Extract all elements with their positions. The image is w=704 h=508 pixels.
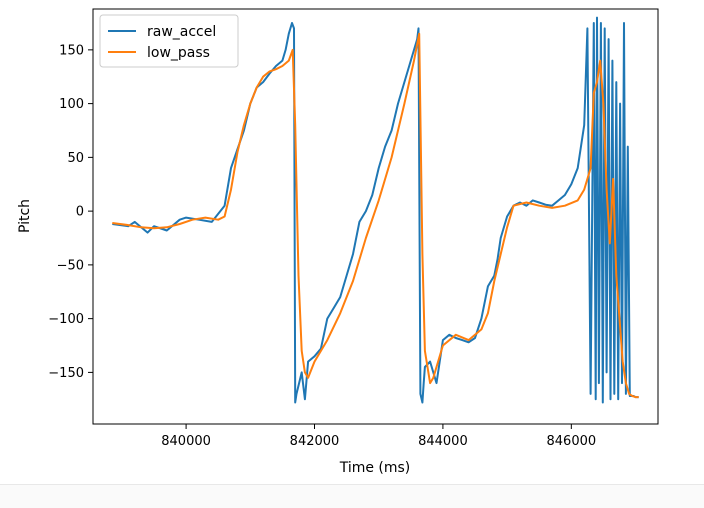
y-tick-label: −100	[48, 312, 84, 327]
x-axis: 840000 842000 844000 846000	[161, 424, 596, 449]
series-line-raw_accel	[112, 16, 639, 404]
y-tick-label: 150	[59, 43, 84, 58]
chart: 840000 842000 844000 846000 −150 −100 −50 0 50 1…	[17, 8, 659, 476]
series-line-low_pass	[112, 32, 639, 399]
plot-frame	[92, 8, 659, 425]
y-tick-label: −50	[57, 258, 84, 273]
y-tick-label: −150	[48, 366, 84, 381]
legend-label-raw_accel: raw_accel	[147, 24, 216, 40]
y-tick-label: 100	[59, 97, 84, 112]
y-axis-label: Pitch	[17, 199, 33, 233]
legend: raw_accel low_pass	[99, 14, 239, 68]
series-layer	[112, 16, 639, 404]
output-bottom-bar	[0, 484, 704, 508]
y-axis: −150 −100 −50 0 50 100 150	[48, 43, 93, 381]
x-tick-label: 844000	[418, 434, 468, 449]
legend-label-low_pass: low_pass	[147, 45, 210, 61]
y-tick-label: 0	[76, 205, 84, 220]
x-tick-label: 846000	[547, 434, 597, 449]
y-tick-label: 50	[67, 151, 84, 166]
legend-box	[99, 14, 239, 68]
x-tick-label: 840000	[161, 434, 211, 449]
x-tick-label: 842000	[290, 434, 340, 449]
x-axis-label: Time (ms)	[339, 460, 411, 476]
